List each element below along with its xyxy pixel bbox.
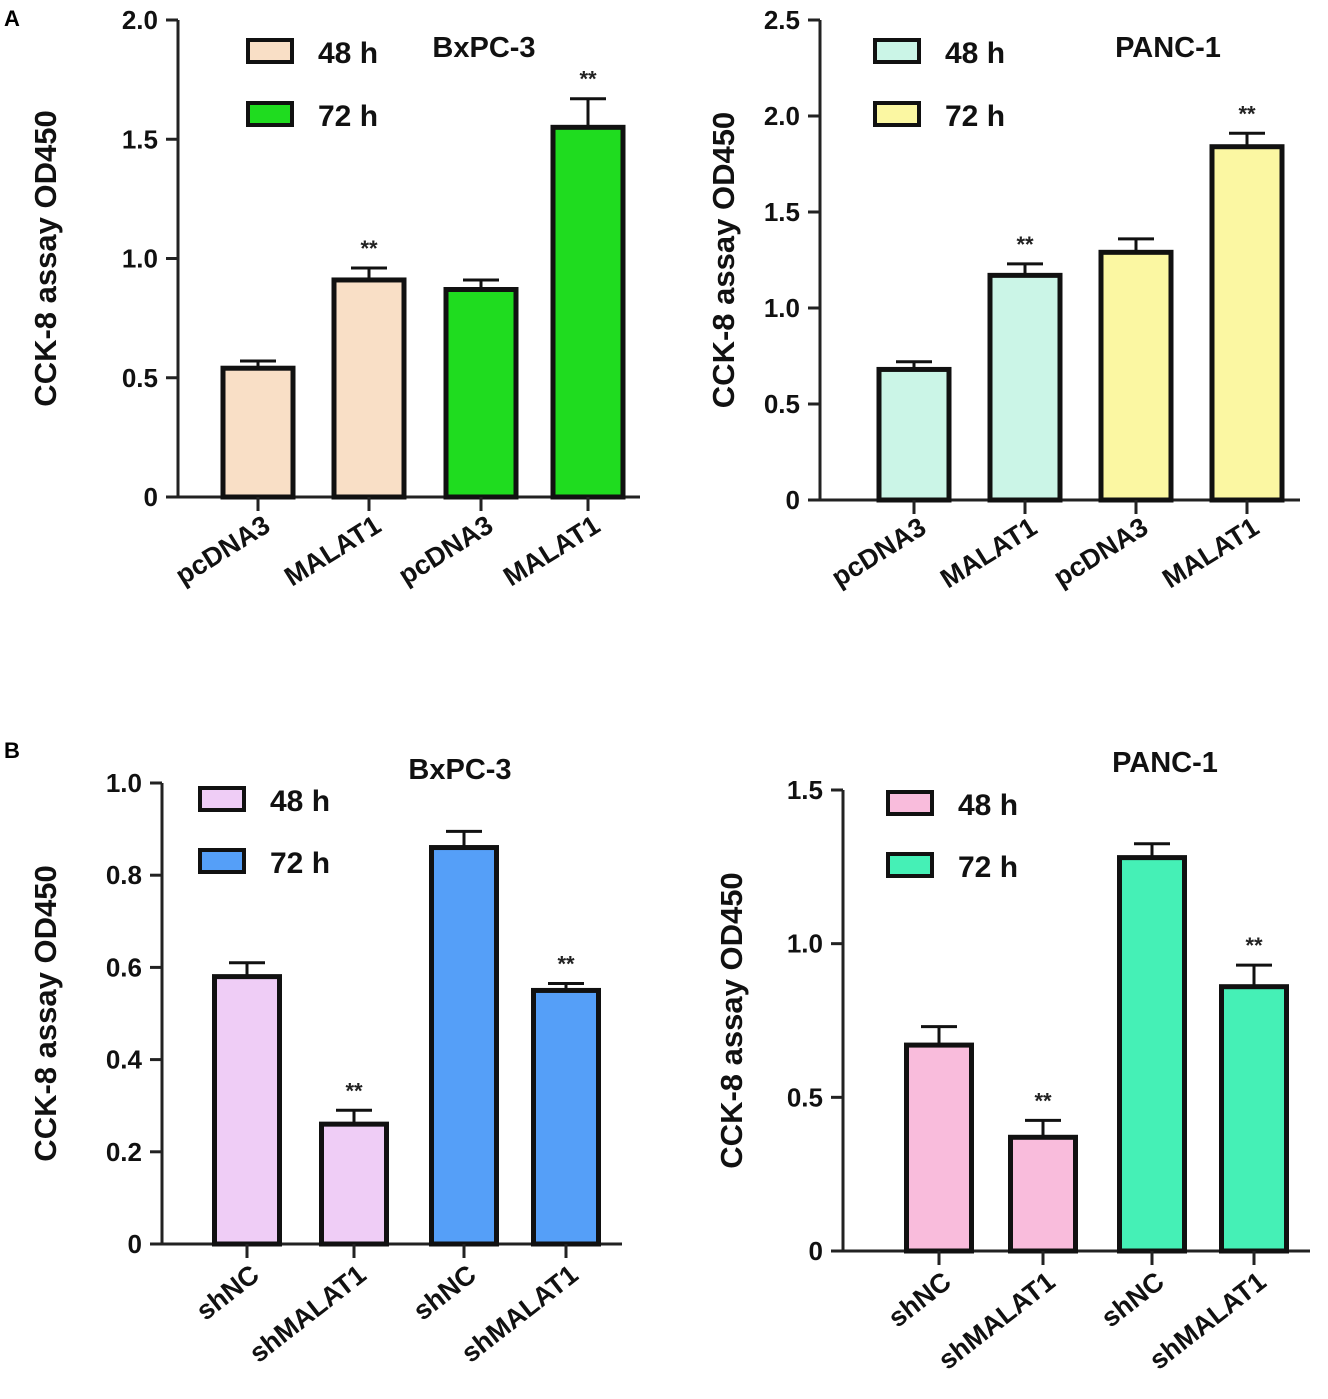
chart-title: BxPC-3	[432, 32, 535, 64]
significance-marker: **	[1245, 933, 1263, 958]
legend-swatch	[246, 38, 294, 64]
bar	[531, 987, 601, 1247]
legend-label: 48 h	[945, 37, 1005, 70]
chart-title: PANC-1	[1112, 747, 1218, 779]
x-tick-label: pcDNA3	[393, 510, 498, 591]
y-tick-label: 2.0	[122, 5, 158, 35]
panel-label-b: B	[4, 738, 20, 763]
bar	[212, 974, 282, 1247]
y-tick-label: 1.5	[787, 775, 823, 805]
bar	[876, 366, 952, 503]
legend-swatch	[886, 852, 934, 878]
chart-3: 0 0.2 0.4 0.6 0.8 1.0 CCK-8 assay OD450 BxPC-3 4…	[28, 754, 622, 1368]
bar	[443, 287, 519, 500]
bar	[1219, 984, 1289, 1254]
legend-label: 48 h	[270, 785, 330, 818]
y-tick-label: 1.0	[106, 768, 142, 798]
chart-1: 0 0.5 1.0 1.5 2.0 CCK-8 assay OD450 BxPC-3 48 h…	[28, 5, 640, 592]
bar	[220, 365, 296, 500]
bar	[1008, 1134, 1078, 1254]
x-tick-label: shNC	[883, 1266, 957, 1333]
bar	[1117, 855, 1187, 1254]
bar	[904, 1042, 974, 1254]
y-tick-label: 0.5	[764, 389, 800, 419]
legend-swatch	[886, 790, 934, 816]
chart-2: 0 0.5 1.0 1.5 2.0 2.5 CCK-8 assay OD450 PANC-1 4…	[706, 5, 1300, 594]
y-tick-label: 0.6	[106, 952, 142, 982]
y-tick-label: 0.4	[106, 1045, 143, 1075]
y-axis-label: CCK-8 assay OD450	[714, 872, 749, 1168]
significance-marker: **	[360, 236, 378, 261]
bar	[1098, 249, 1174, 503]
y-tick-label: 0	[144, 482, 158, 512]
significance-marker: **	[345, 1078, 363, 1103]
y-axis-label: CCK-8 assay OD450	[28, 865, 63, 1161]
bar	[987, 272, 1063, 503]
legend-swatch	[198, 848, 246, 874]
x-tick-label: MALAT1	[935, 512, 1042, 594]
bar	[550, 124, 626, 500]
legend-swatch	[198, 786, 246, 812]
y-tick-label: 0.5	[122, 363, 158, 393]
y-tick-label: 1.0	[122, 244, 158, 274]
y-axis-label: CCK-8 assay OD450	[28, 110, 63, 406]
y-tick-label: 2.0	[764, 101, 800, 131]
x-tick-label: shMALAT1	[244, 1259, 372, 1368]
x-tick-label: shNC	[1096, 1266, 1170, 1333]
significance-marker: **	[557, 952, 575, 977]
significance-marker: **	[1034, 1088, 1052, 1113]
y-axis-label: CCK-8 assay OD450	[706, 112, 741, 408]
y-tick-label: 1.5	[122, 124, 158, 154]
legend-label: 72 h	[945, 100, 1005, 133]
x-tick-label: pcDNA3	[826, 512, 931, 593]
chart-title: BxPC-3	[408, 754, 511, 786]
bar	[1209, 144, 1285, 503]
chart-4: 0 0.5 1.0 1.5 CCK-8 assay OD450 PANC-1 48 h 72 …	[714, 747, 1310, 1375]
y-tick-label: 0	[786, 485, 800, 515]
significance-marker: **	[579, 67, 597, 92]
legend-label: 48 h	[958, 789, 1018, 822]
y-tick-label: 0.8	[106, 860, 142, 890]
y-tick-label: 0.5	[787, 1082, 823, 1112]
panel-label-a: A	[4, 6, 20, 31]
legend-label: 72 h	[318, 100, 378, 133]
legend-label: 72 h	[958, 851, 1018, 884]
y-tick-label: 0	[128, 1229, 142, 1259]
x-tick-label: MALAT1	[1157, 512, 1264, 594]
legend-swatch	[246, 101, 294, 127]
x-tick-label: pcDNA3	[170, 510, 275, 591]
x-tick-label: shNC	[191, 1259, 265, 1326]
y-tick-label: 1.0	[787, 929, 823, 959]
chart-title: PANC-1	[1115, 32, 1221, 64]
x-tick-label: MALAT1	[279, 510, 386, 592]
y-tick-label: 1.0	[764, 293, 800, 323]
bar	[319, 1121, 389, 1247]
bar	[331, 277, 407, 500]
legend-swatch	[873, 38, 921, 64]
legend-label: 48 h	[318, 37, 378, 70]
bar	[429, 845, 499, 1247]
y-tick-label: 1.5	[764, 197, 800, 227]
x-tick-label: pcDNA3	[1048, 512, 1153, 593]
x-tick-label: MALAT1	[498, 510, 605, 592]
significance-marker: **	[1238, 101, 1256, 126]
y-tick-label: 0.2	[106, 1137, 142, 1167]
x-tick-label: shNC	[408, 1259, 482, 1326]
x-tick-label: shMALAT1	[933, 1266, 1061, 1375]
legend-label: 72 h	[270, 847, 330, 880]
legend-swatch	[873, 101, 921, 127]
y-tick-label: 2.5	[764, 5, 800, 35]
y-tick-label: 0	[809, 1236, 823, 1266]
significance-marker: **	[1016, 232, 1034, 257]
